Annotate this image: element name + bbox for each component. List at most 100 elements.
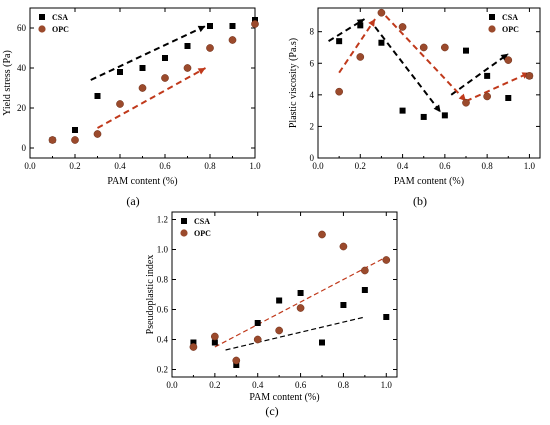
data-point-opc <box>161 74 169 82</box>
y-tick-label: 0 <box>310 153 315 163</box>
y-tick-label: 0 <box>22 143 27 153</box>
data-point-opc <box>206 44 214 52</box>
panel-label: (b) <box>413 194 427 208</box>
data-point-opc <box>296 304 305 312</box>
x-tick-label: 0.0 <box>24 161 36 171</box>
data-point-csa <box>94 93 101 99</box>
x-tick-label: 1.0 <box>249 161 261 171</box>
legend-label: OPC <box>194 229 211 238</box>
trend-arrowhead <box>368 19 376 27</box>
data-point-opc <box>398 23 407 31</box>
legend-marker-csa <box>39 14 45 20</box>
x-tick-label: 0.4 <box>114 161 126 171</box>
data-point-opc <box>228 36 237 44</box>
x-axis-title: PAM content (%) <box>107 176 177 187</box>
chart-panel-1: 0.0 0.2 0.4 0.6 0.8 1.0 0 20 40 60 PAM content (%)… <box>2 7 261 208</box>
trend-line-opc <box>338 18 376 74</box>
data-point-csa <box>383 314 390 320</box>
trend-arrowhead <box>433 104 441 113</box>
x-tick-label: 0.0 <box>312 161 324 171</box>
trend-arrowhead <box>500 53 509 61</box>
data-point-csa <box>336 38 343 45</box>
legend-marker-csa <box>181 218 187 224</box>
trend-line-csa <box>450 52 509 96</box>
data-point-opc <box>462 98 470 107</box>
data-point-csa <box>233 362 240 368</box>
data-point-opc <box>419 43 428 52</box>
data-point-opc <box>356 53 365 61</box>
x-tick-label: 0.8 <box>338 380 350 390</box>
y-tick-label: 20 <box>17 103 27 113</box>
data-point-csa <box>505 95 512 101</box>
data-point-opc <box>361 266 369 275</box>
legend-label: CSA <box>52 13 68 22</box>
legend-label: OPC <box>52 25 69 34</box>
legend: CSA OPC <box>180 217 211 238</box>
y-tick-label: 2 <box>310 121 315 131</box>
panel-label: (c) <box>265 404 278 418</box>
x-tick-label: 0.0 <box>166 380 178 390</box>
data-point-opc <box>138 84 147 92</box>
data-point-csa <box>319 339 325 346</box>
x-tick-label: 0.6 <box>159 161 171 171</box>
data-point-csa <box>340 302 347 308</box>
legend-marker-opc <box>488 25 496 33</box>
x-axis-title: PAM content (%) <box>249 392 319 403</box>
data-point-opc <box>211 332 219 341</box>
y-axis-title: Yield stress (Pa) <box>2 50 13 116</box>
y-tick-label: 0.2 <box>157 365 168 375</box>
trend-line-csa <box>225 316 365 351</box>
y-tick-label: 40 <box>17 63 27 73</box>
data-point-opc <box>504 56 513 64</box>
data-point-opc <box>116 100 124 108</box>
data-point-opc <box>335 87 343 96</box>
data-point-opc <box>525 72 534 80</box>
data-point-csa <box>463 47 469 54</box>
trend-line-csa <box>90 25 206 81</box>
data-point-opc <box>377 8 386 17</box>
trend-line-opc <box>465 71 530 103</box>
x-tick-label: 0.4 <box>252 380 264 390</box>
data-point-csa <box>441 112 448 119</box>
y-axis-title: Pseudoplastic index <box>145 255 156 335</box>
trend-arrowhead <box>197 68 206 75</box>
trend-arrowhead <box>458 93 466 102</box>
x-tick-label: 0.6 <box>439 161 451 171</box>
data-point-csa <box>211 339 218 346</box>
trend-line-opc <box>384 15 467 102</box>
data-point-csa <box>357 22 364 29</box>
y-tick-label: 6 <box>310 58 315 68</box>
data-point-opc <box>339 242 348 251</box>
data-point-csa <box>378 39 385 46</box>
data-point-csa <box>254 320 261 326</box>
data-point-opc <box>483 92 491 101</box>
y-tick-label: 8 <box>310 27 315 37</box>
x-axis-title: PAM content (%) <box>394 176 464 187</box>
data-point-csa <box>229 23 236 29</box>
x-tick-label: 0.8 <box>204 161 216 171</box>
data-point-opc <box>189 343 198 351</box>
data-point-csa <box>484 72 491 79</box>
data-point-csa <box>361 287 368 293</box>
chart-panel-2: 0.0 0.2 0.4 0.6 0.8 1.0 0 2 4 6 8 PAM content (%) Pl… <box>288 7 541 208</box>
trend-arrowhead <box>197 25 206 33</box>
chart-panel-3: 0.0 0.2 0.4 0.6 0.8 1.0 0.2 0.4 0.6 0.8 1.0 1.2 PAM … <box>145 211 398 418</box>
y-tick-label: 0.6 <box>157 305 169 315</box>
x-tick-label: 0.4 <box>397 161 409 171</box>
data-point-opc <box>253 335 262 344</box>
panel-label: (a) <box>126 194 139 208</box>
plot-frame <box>171 211 398 378</box>
trend-line-opc <box>214 256 387 348</box>
legend-marker-opc <box>38 25 46 33</box>
legend-marker-csa <box>489 14 495 20</box>
data-point-csa <box>207 23 213 29</box>
y-tick-label: 1.0 <box>157 245 169 255</box>
y-tick-label: 0.8 <box>157 275 169 285</box>
y-tick-label: 4 <box>310 90 315 100</box>
data-point-csa <box>276 297 283 304</box>
data-point-csa <box>420 113 427 120</box>
plot-frame <box>317 7 541 159</box>
data-point-csa <box>139 65 146 71</box>
data-point-opc <box>93 130 102 138</box>
